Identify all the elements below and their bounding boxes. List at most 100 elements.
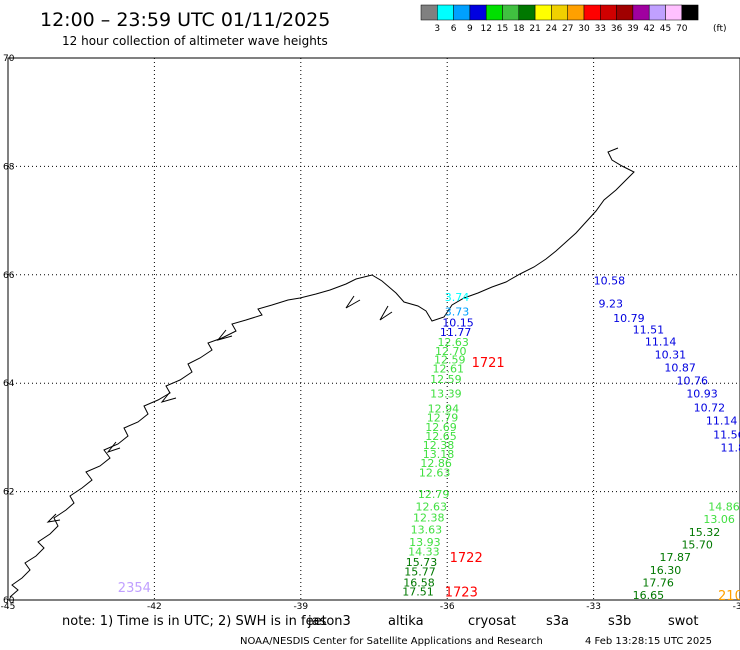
swh-value: 12.63 [415,501,447,514]
y-tick-label: 62 [3,488,14,498]
colorbar-swatch [534,4,552,21]
swh-value: 12.61 [433,362,465,375]
x-tick-label: -39 [293,602,308,612]
swh-value: 13.18 [423,448,455,461]
swh-value: 11.51 [633,323,665,336]
swh-value: 17.51 [402,586,434,599]
pass-time: 1723 [445,586,478,601]
swh-value: 11.14 [645,335,677,348]
colorbar-swatch [453,4,471,21]
satellite-name: jason3 [307,614,351,629]
colorbar-unit: (ft) [713,24,727,34]
colorbar-swatch [567,4,585,21]
swh-value: 12.79 [427,412,459,425]
coastline-inlet-1 [46,295,393,523]
satellite-name: cryosat [468,614,516,629]
pass-time: 1722 [450,551,483,566]
colorbar-label: 27 [562,24,573,34]
swh-value: 12.38 [413,511,445,524]
swh-value: 12.63 [437,336,469,349]
coastline [9,147,635,598]
x-tick-label: -30 [733,602,740,612]
chart-subtitle: 12 hour collection of altimeter wave hei… [62,34,328,48]
pass-time-labels: 1721 1722 1723 2354 2100 [118,356,740,604]
colorbar-swatch [502,4,520,21]
satellite-name: swot [668,614,698,629]
satellite-name: s3a [546,614,569,629]
swh-observations: 3.743.7310.1511.7712.6312.7012.5912.6112… [402,275,740,602]
swh-value: 11.77 [440,326,472,339]
colorbar-label: 6 [451,24,457,34]
colorbar-legend: 3 6 9 12 15 18 21 24 27 30 33 36 39 42 45 70 [420,4,699,34]
colorbar-swatch [485,4,503,21]
colorbar-label: 12 [480,24,491,34]
y-tick-label: 64 [3,379,15,389]
swh-value: 14.86 [708,501,740,514]
swh-value: 3.74 [445,291,470,304]
swh-value: 12.65 [425,430,457,443]
swh-value: 12.38 [423,439,455,452]
swh-value: 12.59 [430,373,462,386]
pass-time: 2100 [718,589,740,604]
colorbar-swatch [518,4,536,21]
colorbar-label: 30 [578,24,590,34]
axis-tick-labels: -45 -42 -39 -36 -33 -30 60 62 64 66 68 70 [1,54,740,612]
x-tick-label: -33 [586,602,601,612]
colorbar-swatch [420,4,438,21]
swh-value: 10.31 [655,348,687,361]
note-prefix: note: 1) Time is in UTC; 2) SWH is in fe… [62,614,327,629]
colorbar-label: 15 [497,24,508,34]
swh-value: 11.84 [720,441,740,454]
x-tick-label: -36 [440,602,455,612]
plot-area: -45-42-39-36-33-30606264666870 3.743.731… [1,54,740,612]
satellite-note: note: 1) Time is in UTC; 2) SWH is in fe… [62,614,698,629]
swh-value: 9.23 [598,297,623,310]
swh-value: 15.32 [689,526,721,539]
colorbar-label: 21 [529,24,540,34]
swh-value: 12.59 [434,354,466,367]
swh-value: 13.63 [411,523,443,536]
swh-value: 10.87 [664,361,696,374]
swh-value: 17.87 [659,551,691,564]
colorbar-swatch [600,4,617,21]
colorbar-swatch [632,4,650,21]
timestamp: 4 Feb 13:28:15 UTC 2025 [585,636,712,647]
x-tick-label: -42 [147,602,162,612]
colorbar-label: 45 [660,24,671,34]
swh-value: 12.79 [418,488,450,501]
swh-value: 13.39 [430,387,462,400]
swh-value: 12.86 [420,457,452,470]
colorbar-label: 36 [611,24,623,34]
chart-title: 12:00 – 23:59 UTC 01/11/2025 [40,9,330,31]
swh-value: 11.56 [713,428,740,441]
colorbar-label: 39 [627,24,639,34]
swh-value: 16.30 [650,564,682,577]
pass-time: 1721 [472,356,505,371]
swh-value: 17.76 [642,576,674,589]
swh-value: 15.70 [681,539,713,552]
colorbar-label: 42 [643,24,654,34]
grid-lines [8,58,740,600]
satellite-name: altika [388,614,424,629]
pass-time: 2354 [118,581,151,596]
swh-value: 12.94 [428,402,460,415]
swh-value: 10.76 [677,374,709,387]
colorbar-swatch [665,4,683,21]
credit-line: NOAA/NESDIS Center for Satellite Applica… [240,636,543,647]
swh-value: 11.14 [706,414,738,427]
swh-value: 16.58 [403,576,435,589]
swh-value: 12.70 [435,345,467,358]
swh-value: 10.72 [694,401,726,414]
swh-value: 14.33 [408,546,440,559]
swh-value: 10.15 [442,316,474,329]
colorbar-swatch [681,4,699,21]
colorbar-swatch [583,4,601,21]
satellite-name: s3b [608,614,631,629]
colorbar-swatch [648,4,666,21]
colorbar-label: 24 [546,24,558,34]
swh-value: 3.73 [445,305,470,318]
coastline-path [9,147,635,598]
swh-value: 15.77 [404,566,436,579]
colorbar-label: 18 [513,24,525,34]
